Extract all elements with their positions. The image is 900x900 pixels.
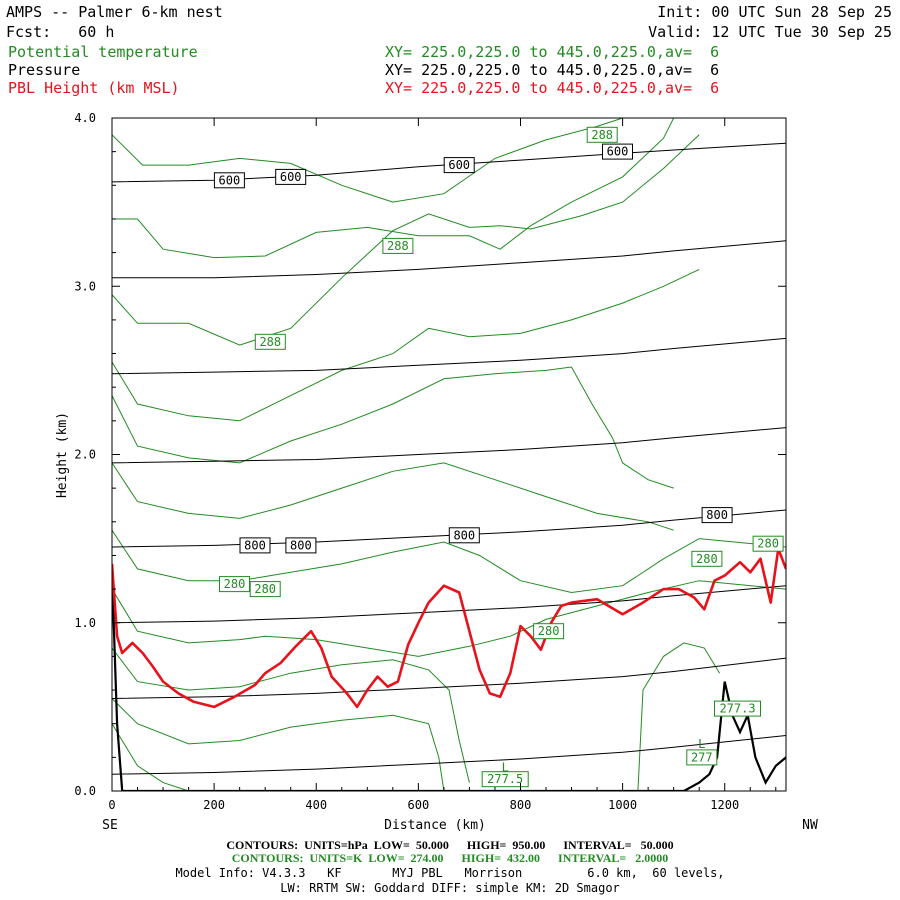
theta-line-11 xyxy=(637,642,721,791)
theta-line-7 xyxy=(112,580,786,657)
theta-label-2-box xyxy=(254,333,286,350)
theta-label-1-box xyxy=(382,237,414,254)
pressure-label-4: 800 xyxy=(244,538,266,552)
pressure-line-7 xyxy=(112,735,786,775)
theta-label-5-box xyxy=(533,623,565,640)
theta-label-0: 288 xyxy=(591,128,613,142)
app-title: AMPS -- Palmer 6-km nest xyxy=(6,3,223,21)
pressure-contours xyxy=(112,142,786,775)
theta-label-4: 280 xyxy=(254,582,276,596)
footer-physics-info: LW: RRTM SW: Goddard DIFF: simple KM: 2D… xyxy=(280,881,620,895)
theta-label-9-box xyxy=(686,749,718,766)
field-label-pbl: PBL Height (km MSL) xyxy=(8,79,180,97)
theta-line-2 xyxy=(112,134,700,346)
pressure-label-0-box xyxy=(213,172,245,189)
pressure-label-4-box xyxy=(239,537,271,554)
x-tick-label-3: 600 xyxy=(408,798,430,812)
pressure-label-7: 800 xyxy=(706,508,728,522)
low-marker-1: L xyxy=(698,737,705,751)
theta-line-8 xyxy=(112,647,470,783)
theta-label-2: 288 xyxy=(259,335,281,349)
field-label-theta: Potential temperature xyxy=(8,43,198,61)
theta-label-9: 277 xyxy=(691,750,713,764)
terrain-line xyxy=(112,572,786,791)
field-xy-theta: XY= 225.0,225.0 to 445.0,225.0,av= 6 xyxy=(385,43,720,61)
y-tick-label-3: 3.0 xyxy=(74,279,96,293)
theta-line-10 xyxy=(112,723,189,791)
theta-label-1: 288 xyxy=(387,239,409,253)
y-axis-label: Height (km) xyxy=(55,412,70,498)
x-tick-label-2: 400 xyxy=(305,798,327,812)
pbl-series xyxy=(112,547,786,709)
pressure-label-0: 600 xyxy=(219,173,241,187)
pressure-label-3-box xyxy=(602,143,633,160)
theta-label-3-box xyxy=(219,576,250,593)
y-tick-label-1: 1.0 xyxy=(74,616,96,630)
theta-line-4 xyxy=(112,366,674,489)
x-tick-label-0: 0 xyxy=(108,798,115,812)
pressure-label-5: 800 xyxy=(290,538,312,552)
theta-label-8: 277.5 xyxy=(487,772,523,786)
valid-time: Valid: 12 UTC Tue 30 Sep 25 xyxy=(648,23,892,41)
pressure-label-7-box xyxy=(701,507,733,524)
theta-line-0 xyxy=(112,118,623,203)
pressure-label-3: 600 xyxy=(607,145,629,159)
theta-label-8-box xyxy=(481,771,529,788)
pressure-line-1 xyxy=(112,240,786,279)
x-end-label-right: NW xyxy=(802,818,818,833)
contour-labels: 600 600 600 600 800 800 800 800 288 288 288 280 280 2… xyxy=(213,126,784,788)
theta-label-5: 280 xyxy=(538,624,560,638)
terrain-series xyxy=(112,572,786,791)
pressure-line-6 xyxy=(112,657,786,699)
pressure-label-2-box xyxy=(443,157,475,174)
pressure-label-6-box xyxy=(448,527,480,544)
low-marker-0: L xyxy=(502,760,509,774)
pressure-line-3 xyxy=(112,427,786,464)
theta-line-5 xyxy=(112,462,674,531)
field-xy-pressure: XY= 225.0,225.0 to 445.0,225.0,av= 6 xyxy=(385,61,720,79)
x-tick-label-1: 200 xyxy=(203,798,225,812)
forecast-hour: Fcst: 60 h xyxy=(6,23,115,41)
cross-section-chart: 600 600 600 600 800 800 800 800 288 288 288 280 280 2… xyxy=(55,111,818,833)
theta-label-7: 280 xyxy=(757,537,779,551)
pressure-label-2: 600 xyxy=(448,158,470,172)
pressure-label-1-box xyxy=(275,168,307,185)
y-tick-label-4: 4.0 xyxy=(74,111,96,125)
theta-label-10-box xyxy=(714,700,761,717)
y-tick-label-0: 0.0 xyxy=(74,784,96,798)
footer-model-info: Model Info: V4.3.3 KF MYJ PBL Morrison 6… xyxy=(175,866,725,880)
theta-label-7-box xyxy=(752,535,784,552)
y-tick-label-2: 2.0 xyxy=(74,448,96,462)
x-axis-label: Distance (km) xyxy=(384,818,486,833)
theta-label-10: 277.3 xyxy=(719,702,755,716)
theta-contours xyxy=(112,118,786,791)
theta-line-3 xyxy=(112,268,700,422)
theta-label-6: 280 xyxy=(696,552,718,566)
field-xy-pbl: XY= 225.0,225.0 to 445.0,225.0,av= 6 xyxy=(385,79,720,97)
theta-label-4-box xyxy=(249,581,281,598)
pressure-line-2 xyxy=(112,337,786,375)
pressure-label-6: 800 xyxy=(453,528,475,542)
x-tick-label-5: 1000 xyxy=(608,798,637,812)
theta-label-3: 280 xyxy=(224,577,246,591)
x-end-label-left: SE xyxy=(102,818,118,833)
theta-line-1 xyxy=(112,118,675,259)
axes: 0.0 1.0 2.0 3.0 4.0 0 200 400 600 800 1000 1200 xyxy=(74,111,786,812)
x-tick-label-4: 800 xyxy=(510,798,532,812)
x-tick-label-6: 1200 xyxy=(710,798,739,812)
pbl-height-line xyxy=(112,547,786,709)
theta-line-6 xyxy=(112,529,786,594)
footer-contours-theta: CONTOURS: UNITS=K LOW= 274.00 HIGH= 432.… xyxy=(231,851,669,865)
field-label-pressure: Pressure xyxy=(8,61,81,79)
theta-label-6-box xyxy=(691,550,723,567)
init-time: Init: 00 UTC Sun 28 Sep 25 xyxy=(657,3,892,21)
footer-contours-pressure: CONTOURS: UNITS=hPa LOW= 50.000 HIGH= 95… xyxy=(226,838,674,852)
pressure-line-5 xyxy=(112,585,786,624)
theta-label-0-box xyxy=(586,126,618,143)
pressure-label-1: 600 xyxy=(280,170,302,184)
theta-line-9 xyxy=(112,698,445,791)
pressure-label-5-box xyxy=(285,537,317,554)
